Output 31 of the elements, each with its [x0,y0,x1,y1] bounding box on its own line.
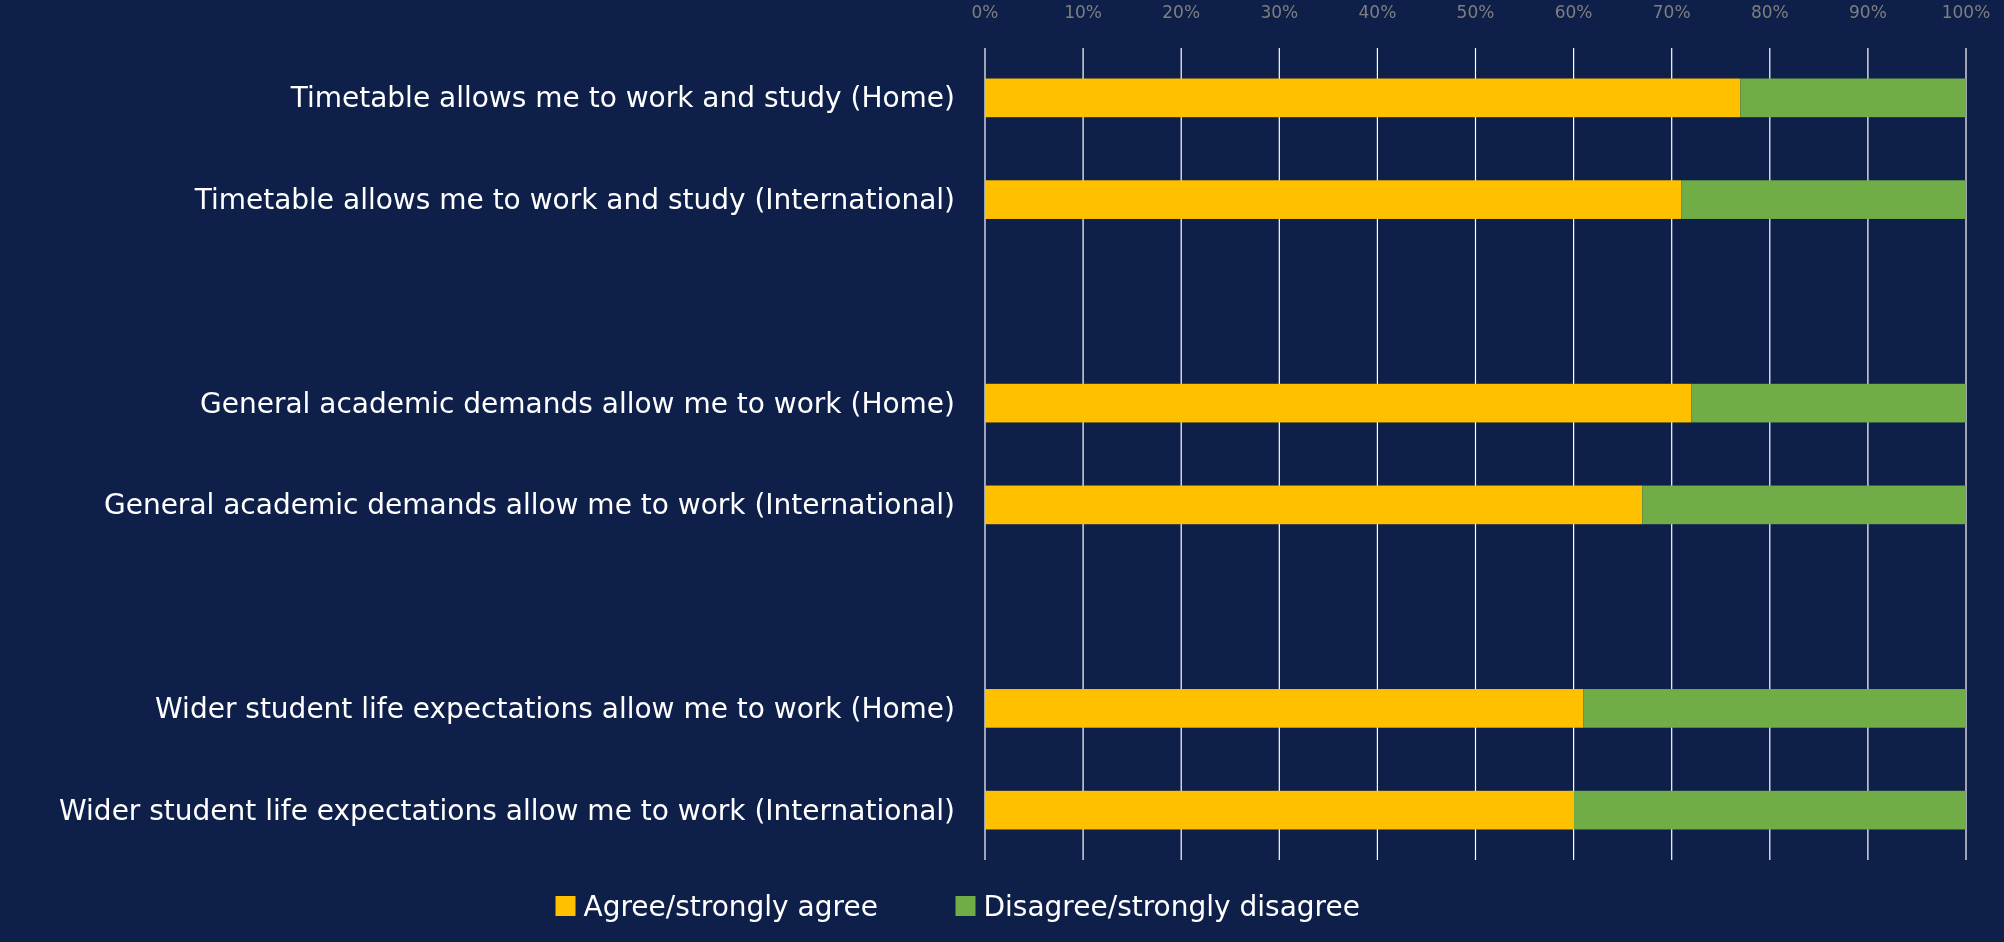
x-tick-label: 100% [1941,2,1991,22]
bar [1691,383,1966,423]
bar [985,790,1574,830]
x-tick-label: 20% [1162,2,1201,22]
x-tick-label: 70% [1652,2,1691,22]
x-tick-label: 30% [1260,2,1299,22]
y-tick-label: Wider student life expectations allow me to work (International) [59,793,955,827]
y-tick-label: Timetable allows me to work and study (International) [193,183,955,217]
bar [1642,485,1966,525]
bar [985,383,1692,423]
bar [985,180,1682,219]
x-tick-label: 50% [1456,2,1495,22]
bar [985,78,1741,118]
x-tick-label: 60% [1554,2,1593,22]
y-tick-label: Timetable allows me to work and study (Home) [289,81,955,115]
bar [1740,78,1966,118]
legend-label: Disagree/strongly disagree [983,889,1360,923]
x-tick-label: 0% [971,2,999,22]
bar [1573,790,1966,830]
bar [1681,180,1966,219]
y-tick-label: General academic demands allow me to work (International) [103,488,955,522]
x-tick-label: 80% [1750,2,1789,22]
legend-label: Agree/strongly agree [583,889,878,923]
y-tick-label: Wider student life expectations allow me to work (Home) [155,691,955,725]
x-tick-label: 90% [1849,2,1887,22]
y-tick-label: General academic demands allow me to work (Home) [199,386,955,420]
bar [985,689,1584,728]
x-tick-label: 10% [1064,2,1102,22]
bar [985,485,1643,525]
bar [1583,689,1966,728]
x-tick-label: 40% [1358,2,1397,22]
